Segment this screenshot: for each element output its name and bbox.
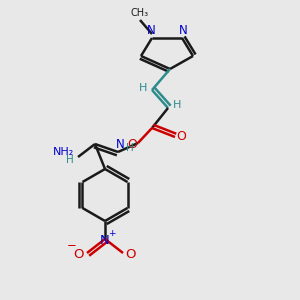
Text: +: + (108, 230, 116, 238)
Text: H: H (173, 100, 181, 110)
Text: H: H (66, 155, 74, 165)
Text: N: N (100, 233, 110, 247)
Text: −: − (67, 239, 77, 253)
Text: H: H (139, 83, 147, 93)
Text: NH₂: NH₂ (53, 147, 75, 157)
Text: H: H (126, 143, 134, 153)
Text: O: O (127, 139, 137, 152)
Text: N: N (116, 137, 124, 151)
Text: O: O (126, 248, 136, 262)
Text: N: N (178, 23, 188, 37)
Text: N: N (147, 23, 155, 37)
Text: O: O (176, 130, 186, 143)
Text: CH₃: CH₃ (131, 8, 149, 18)
Text: O: O (74, 248, 84, 262)
